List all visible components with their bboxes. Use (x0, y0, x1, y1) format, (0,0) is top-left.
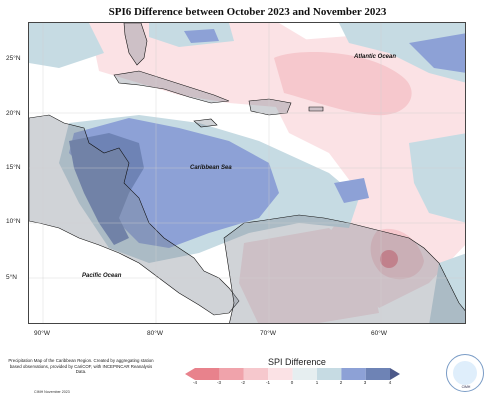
credit-text: Precipitation Map of the Caribbean Regio… (8, 358, 154, 375)
legend-tick-3: 3 (363, 380, 367, 385)
blue-region-northeast-medium (409, 33, 465, 73)
land-cuba (113, 70, 230, 104)
legend-tick-2: 2 (339, 380, 343, 385)
label-atlantic-ocean: Atlantic Ocean (354, 54, 397, 60)
land-jamaica (193, 118, 218, 128)
legend-tick-0: 0 (290, 380, 294, 385)
legend-title: SPI Difference (268, 357, 326, 367)
lon-label-60w: 60°W (371, 330, 387, 337)
legend-tick-minus3: -3 (216, 380, 221, 385)
legend-tick-minus2: -2 (240, 380, 245, 385)
legend-tick-minus4: -4 (192, 380, 197, 385)
label-caribbean-sea: Caribbean Sea (190, 165, 232, 171)
legend-bin-2 (219, 368, 244, 380)
blue-region-central-america-dark (69, 133, 144, 245)
legend-colorbar (185, 368, 400, 380)
logo-globe-icon (453, 361, 477, 385)
legend-bin-7 (341, 368, 366, 380)
land-florida (123, 23, 148, 66)
lat-label-25n: 25°N (6, 55, 21, 62)
legend-tick-minus1: -1 (265, 380, 270, 385)
blue-region-east-medium (334, 178, 369, 203)
legend-bin-8 (365, 368, 390, 380)
pink-core (380, 250, 398, 268)
lat-label-5n: 5°N (6, 274, 17, 281)
land-puerto-rico (308, 106, 324, 112)
lon-label-70w: 70°W (260, 330, 276, 337)
legend-arrow-left (185, 368, 195, 380)
map-frame (28, 22, 466, 324)
blue-region-north-small (184, 29, 219, 43)
cimh-logo: CIMH (446, 354, 484, 392)
spi-difference-map (29, 23, 465, 323)
lat-label-15n: 15°N (6, 164, 21, 171)
pink-region-south (239, 228, 379, 323)
lat-label-10n: 10°N (6, 218, 21, 225)
land-south-america (223, 214, 465, 323)
pink-region-atlantic (274, 52, 412, 116)
blue-region-northwest (29, 23, 104, 68)
lat-label-20n: 20°N (6, 110, 21, 117)
pink-region-east (259, 33, 465, 308)
blue-region-east-light (409, 133, 465, 223)
legend-bin-1 (195, 368, 220, 380)
credit-small-text: CIMH November 2023 (34, 390, 70, 394)
lon-label-80w: 80°W (147, 330, 163, 337)
blue-region-northeast (339, 23, 465, 83)
legend-arrow-right (390, 368, 400, 380)
map-title: SPI6 Difference between October 2023 and… (108, 6, 387, 18)
legend-bin-5 (292, 368, 317, 380)
blue-region-southeast-light (429, 253, 465, 323)
legend-bin-4 (268, 368, 293, 380)
legend-bin-3 (243, 368, 269, 380)
label-pacific-ocean: Pacific Ocean (82, 273, 122, 279)
legend-tick-1: 1 (315, 380, 319, 385)
legend-tick-4: 4 (388, 380, 392, 385)
lon-label-90w: 90°W (34, 330, 50, 337)
pink-region-southeast (370, 228, 424, 280)
logo-text: CIMH (461, 385, 471, 389)
legend-bin-6 (317, 368, 342, 380)
